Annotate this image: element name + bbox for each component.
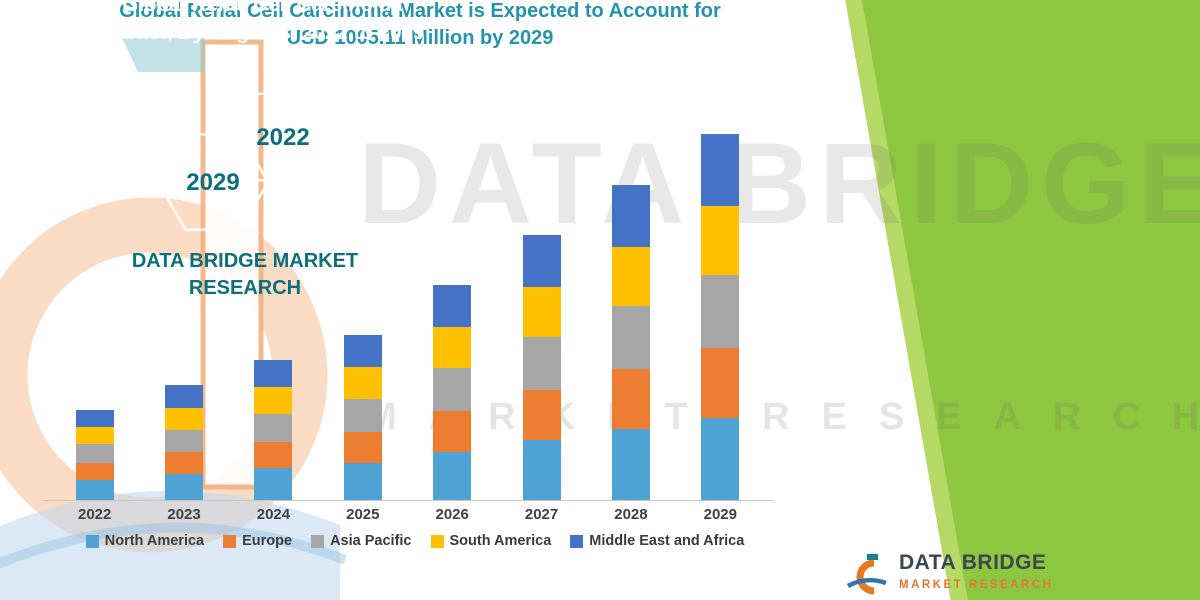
panel-brand-line2: RESEARCH — [188, 277, 302, 299]
footer-logo-text: DATA BRIDGE MARKET RESEARCH — [899, 551, 1053, 591]
legend-label: Asia Pacific — [330, 533, 412, 549]
bar-segment — [701, 134, 740, 206]
bar-segment — [611, 185, 650, 247]
hex-year-2022: 2022 — [256, 124, 310, 151]
x-axis-label: 2029 — [703, 506, 737, 523]
panel-brand-text: DATA BRIDGE MARKET RESEARCH — [120, 248, 370, 302]
x-axis-label: 2027 — [524, 506, 559, 523]
bar-segment — [611, 306, 650, 370]
bar-segment — [701, 417, 740, 500]
bar-segment — [522, 336, 561, 390]
bar-segment — [611, 369, 650, 430]
hex-year-2029: 2029 — [186, 169, 240, 196]
bar-segment — [611, 429, 650, 500]
chart-title-line1: Global Renal Cell Carcinoma Market is Ex… — [119, 0, 721, 22]
bar-segment — [522, 235, 561, 287]
side-panel-content: Global Renal Cell Carcinoma Market, By R… — [0, 0, 430, 600]
x-axis-label: 2028 — [614, 506, 648, 523]
bar-segment — [343, 334, 382, 368]
bar-2028 — [611, 185, 650, 500]
chart-title-line2: USD 1005.11 Million by 2029 — [286, 27, 554, 49]
bar-segment — [522, 440, 561, 500]
legend-label: Middle East and Africa — [589, 533, 745, 549]
bar-segment — [522, 389, 561, 441]
legend-label: South America — [449, 533, 552, 549]
bar-segment — [433, 327, 472, 369]
chart-title: Global Renal Cell Carcinoma Market is Ex… — [40, 0, 800, 52]
bar-segment — [522, 286, 561, 337]
x-axis-line — [44, 500, 774, 501]
footer-logo-title: DATA BRIDGE — [899, 551, 1047, 574]
bar-2026 — [433, 285, 472, 500]
x-axis-label: 2026 — [435, 506, 469, 523]
panel-background — [862, 0, 1200, 600]
x-axis-label: 2025 — [346, 506, 380, 523]
bar-segment — [433, 285, 472, 328]
bar-segment — [611, 246, 650, 307]
bar-segment — [433, 410, 472, 452]
panel-title-line1: Global Renal Cell Carcinoma — [122, 0, 403, 16]
legend-swatch — [570, 534, 584, 548]
bar-2025 — [343, 334, 382, 500]
bar-segment — [701, 348, 740, 418]
bar-segment — [701, 205, 740, 276]
legend-swatch — [430, 534, 444, 548]
legend-item: South America — [430, 533, 552, 549]
footer-logo-subtitle: MARKET RESEARCH — [899, 579, 1054, 591]
bar-segment — [343, 398, 382, 432]
bar-segment — [433, 451, 472, 500]
legend-item: Middle East and Africa — [570, 533, 744, 549]
bar-segment — [701, 275, 740, 349]
footer-logo: DATA BRIDGE MARKET RESEARCH — [845, 551, 1053, 597]
bar-segment — [343, 462, 382, 500]
bar-segment — [433, 368, 472, 411]
side-panel — [770, 0, 1200, 600]
data-bridge-logo-icon — [846, 554, 887, 595]
bar-2027 — [522, 235, 561, 500]
bar-2029 — [701, 134, 740, 500]
panel-brand-line1: DATA BRIDGE MARKET — [131, 250, 359, 272]
bar-segment — [343, 431, 382, 463]
bar-segment — [343, 367, 382, 399]
